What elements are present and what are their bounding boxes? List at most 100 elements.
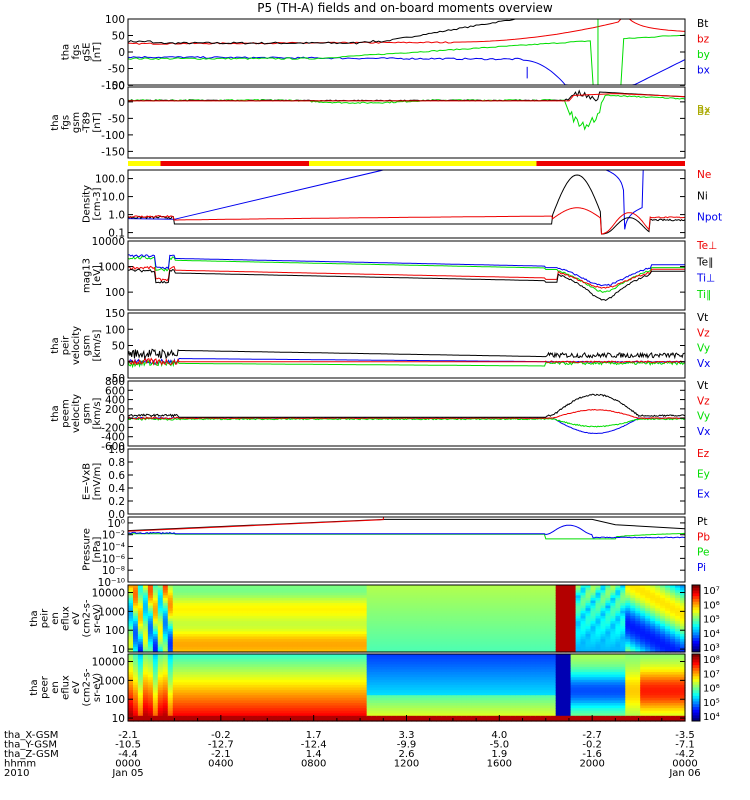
- spectrogram-cell: [451, 618, 457, 622]
- spectrogram-cell: [326, 623, 333, 627]
- spectrogram-cell: [421, 587, 427, 591]
- spectrogram-cell: [227, 654, 234, 658]
- spectrogram-cell: [157, 677, 164, 681]
- spectrogram-cell: [585, 618, 592, 622]
- spectrogram-cell: [555, 649, 562, 653]
- spectrogram-cell: [252, 715, 258, 719]
- spectrogram-cell: [416, 600, 422, 604]
- spectrogram-cell: [346, 684, 353, 689]
- spectrogram-cell: [197, 595, 204, 599]
- spectrogram-cell: [222, 585, 229, 589]
- spectrogram-cell: [555, 610, 562, 614]
- spectrogram-cell: [128, 644, 134, 648]
- spectrogram-cell: [257, 659, 263, 663]
- spectrogram-cell: [396, 587, 403, 591]
- spectrogram-cell: [451, 718, 457, 722]
- spectrogram-cell: [182, 679, 189, 683]
- spectrogram-cell: [331, 595, 338, 599]
- spectrogram-cell: [326, 597, 333, 602]
- spectrogram-cell: [282, 690, 288, 694]
- spectrogram-cell: [152, 664, 159, 668]
- spectrogram-cell: [331, 690, 338, 694]
- spectrogram-cell: [371, 664, 378, 668]
- spectrogram-cell: [560, 646, 567, 650]
- spectrogram-cell: [381, 713, 388, 717]
- colorbar-cell: [692, 615, 700, 619]
- spectrogram-cell: [322, 708, 328, 712]
- spectrogram-cell: [421, 623, 427, 627]
- spectrogram-cell: [630, 610, 636, 614]
- spectrogram-cell: [162, 644, 169, 648]
- spectrogram-cell: [322, 636, 328, 640]
- spectrogram-cell: [376, 605, 383, 609]
- spectrogram-cell: [665, 634, 671, 638]
- spectrogram-cell: [237, 618, 243, 622]
- spectrogram-cell: [446, 623, 452, 627]
- axis-label: [nT]: [92, 42, 103, 62]
- spectrogram-cell: [481, 597, 487, 602]
- spectrogram-cell: [147, 687, 154, 691]
- spectrogram-cell: [351, 610, 358, 614]
- spectrogram-cell: [217, 715, 224, 719]
- spectrogram-cell: [257, 710, 263, 714]
- spectrogram-cell: [202, 697, 209, 701]
- spectrogram-cell: [630, 618, 636, 622]
- spectrogram-cell: [356, 585, 363, 589]
- spectrogram-cell: [267, 664, 273, 668]
- spectrogram-cell: [312, 649, 318, 653]
- spectrogram-cell: [222, 690, 229, 694]
- spectrogram-cell: [227, 672, 234, 676]
- spectrogram-cell: [431, 618, 437, 622]
- spectrogram-cell: [590, 649, 597, 653]
- spectrogram-cell: [277, 690, 283, 694]
- spectrogram-cell: [292, 597, 298, 602]
- spectrogram-cell: [605, 595, 611, 599]
- spectrogram-cell: [162, 656, 169, 660]
- spectrogram-cell: [227, 634, 234, 638]
- spectrogram-cell: [147, 659, 154, 663]
- spectrogram-cell: [530, 636, 537, 640]
- spectrogram-cell: [212, 656, 219, 660]
- spectrogram-cell: [356, 654, 363, 658]
- spectrogram-cell: [302, 713, 308, 717]
- spectrogram-cell: [252, 705, 258, 709]
- spectrogram-cell: [297, 592, 303, 596]
- spectrogram-cell: [416, 697, 422, 701]
- spectrogram-cell: [277, 692, 283, 696]
- spectrogram-cell: [182, 674, 189, 678]
- spectrogram-cell: [242, 677, 248, 681]
- spectrogram-cell: [133, 592, 139, 596]
- axis-label: tha: [29, 610, 40, 626]
- spectrogram-cell: [371, 641, 378, 645]
- spectrogram-cell: [446, 605, 452, 609]
- spectrogram-cell: [615, 608, 621, 612]
- spectrogram-cell: [287, 690, 293, 694]
- spectrogram-cell: [237, 631, 243, 635]
- series-model: [128, 93, 686, 102]
- spectrogram-cell: [575, 595, 582, 599]
- spectrogram-cell: [421, 669, 427, 673]
- spectrogram-cell: [307, 684, 313, 689]
- spectrogram-cell: [162, 605, 169, 609]
- spectrogram-cell: [152, 605, 159, 609]
- spectrogram-cell: [371, 687, 378, 691]
- spectrogram-cell: [565, 641, 572, 645]
- spectrogram-cell: [182, 697, 189, 701]
- spectrogram-cell: [167, 666, 174, 671]
- spectrogram-cell: [322, 628, 328, 632]
- colorbar-cell: [692, 621, 700, 625]
- spectrogram-cell: [590, 590, 597, 594]
- spectrogram-cell: [162, 615, 169, 620]
- spectrogram-cell: [575, 641, 582, 645]
- spectrogram-cell: [655, 615, 661, 620]
- spectrogram-cell: [187, 605, 194, 609]
- spectrogram-cell: [456, 631, 462, 635]
- spectrogram-cell: [172, 661, 179, 665]
- spectrogram-cell: [326, 669, 333, 673]
- spectrogram-cell: [297, 644, 303, 648]
- spectrogram-cell: [152, 708, 159, 712]
- spectrogram-cell: [406, 687, 413, 691]
- spectrogram-cell: [361, 585, 368, 589]
- spectrogram-cell: [307, 649, 313, 653]
